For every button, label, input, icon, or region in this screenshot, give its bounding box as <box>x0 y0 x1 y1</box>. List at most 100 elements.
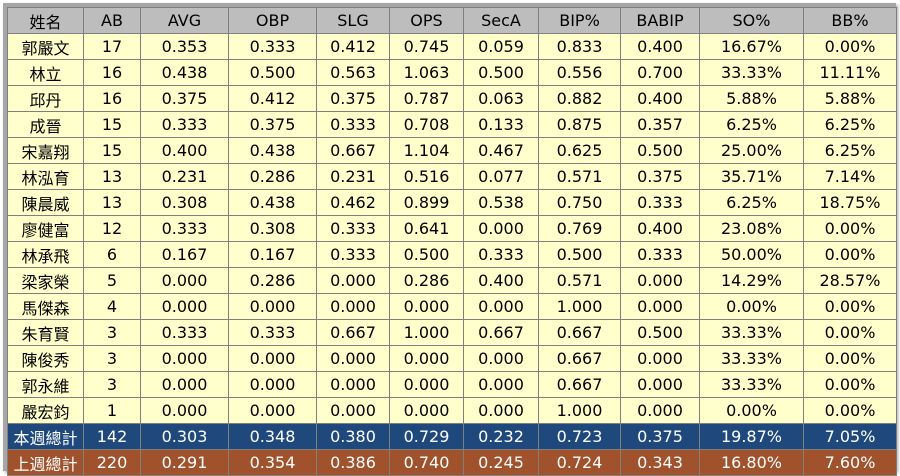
slg-cell: 0.667 <box>316 319 390 346</box>
ab-cell: 3 <box>83 371 141 398</box>
avg-cell: 0.231 <box>140 163 229 190</box>
avg-cell: 0.000 <box>140 267 229 294</box>
so-pct-cell: 5.88% <box>699 85 804 112</box>
slg-cell: 0.380 <box>316 423 390 450</box>
obp-cell: 0.167 <box>228 241 317 268</box>
player-rows: 郭嚴文 17 0.353 0.333 0.412 0.745 0.059 0.833 0.400… <box>7 33 897 424</box>
slg-cell: 0.375 <box>316 85 390 112</box>
slg-cell: 0.333 <box>316 241 390 268</box>
seca-cell: 0.063 <box>463 85 539 112</box>
bip-pct-cell: 0.833 <box>538 33 621 60</box>
obp-cell: 0.412 <box>228 85 317 112</box>
so-pct-cell: 16.67% <box>699 33 804 60</box>
table-row: 邱丹 16 0.375 0.412 0.375 0.787 0.063 0.882 0.400 5… <box>7 85 897 112</box>
ops-cell: 0.708 <box>389 111 464 138</box>
avg-cell: 0.000 <box>140 293 229 320</box>
ops-cell: 0.729 <box>389 423 464 450</box>
header-row: 姓名 AB AVG OBP SLG OPS SecA BIP% BABIP SO… <box>7 7 897 34</box>
obp-cell: 0.333 <box>228 319 317 346</box>
bb-pct-cell: 0.00% <box>803 345 897 372</box>
ops-cell: 1.104 <box>389 137 464 164</box>
avg-cell: 0.000 <box>140 397 229 424</box>
slg-cell: 0.000 <box>316 371 390 398</box>
seca-cell: 0.000 <box>463 397 539 424</box>
player-name: 邱丹 <box>7 85 84 112</box>
table-row: 郭永維 3 0.000 0.000 0.000 0.000 0.000 0.667 0.000 3… <box>7 371 897 398</box>
babip-cell: 0.500 <box>620 137 700 164</box>
ops-cell: 0.000 <box>389 371 464 398</box>
avg-cell: 0.400 <box>140 137 229 164</box>
so-pct-cell: 33.33% <box>699 345 804 372</box>
obp-cell: 0.308 <box>228 215 317 242</box>
table-row: 林立 16 0.438 0.500 0.563 1.063 0.500 0.556 0.700 3… <box>7 59 897 86</box>
table-row: 陳晨威 13 0.308 0.438 0.462 0.899 0.538 0.750 0.333… <box>7 189 897 216</box>
obp-cell: 0.333 <box>228 33 317 60</box>
babip-cell: 0.357 <box>620 111 700 138</box>
so-pct-cell: 6.25% <box>699 189 804 216</box>
avg-cell: 0.000 <box>140 371 229 398</box>
ops-cell: 0.899 <box>389 189 464 216</box>
column-header-slg: SLG <box>316 7 390 34</box>
column-header-ops: OPS <box>389 7 464 34</box>
avg-cell: 0.333 <box>140 215 229 242</box>
slg-cell: 0.000 <box>316 345 390 372</box>
babip-cell: 0.400 <box>620 85 700 112</box>
ab-cell: 4 <box>83 293 141 320</box>
babip-cell: 0.343 <box>620 449 700 476</box>
bb-pct-cell: 7.14% <box>803 163 897 190</box>
seca-cell: 0.059 <box>463 33 539 60</box>
so-pct-cell: 23.08% <box>699 215 804 242</box>
obp-cell: 0.000 <box>228 371 317 398</box>
babip-cell: 0.400 <box>620 33 700 60</box>
slg-cell: 0.333 <box>316 111 390 138</box>
table-row: 馬傑森 4 0.000 0.000 0.000 0.000 0.000 1.000 0.000 0… <box>7 293 897 320</box>
ops-cell: 0.286 <box>389 267 464 294</box>
table-row: 林泓育 13 0.231 0.286 0.231 0.516 0.077 0.571 0.375… <box>7 163 897 190</box>
avg-cell: 0.303 <box>140 423 229 450</box>
ab-cell: 17 <box>83 33 141 60</box>
column-header-bip-pct: BIP% <box>538 7 621 34</box>
so-pct-cell: 0.00% <box>699 293 804 320</box>
bip-pct-cell: 0.875 <box>538 111 621 138</box>
column-header-ab: AB <box>83 7 141 34</box>
player-name: 郭永維 <box>7 371 84 398</box>
ab-cell: 13 <box>83 163 141 190</box>
player-name: 朱育賢 <box>7 319 84 346</box>
bb-pct-cell: 11.11% <box>803 59 897 86</box>
bip-pct-cell: 0.667 <box>538 319 621 346</box>
total-label: 本週總計 <box>7 423 84 450</box>
ops-cell: 0.740 <box>389 449 464 476</box>
player-name: 馬傑森 <box>7 293 84 320</box>
ab-cell: 12 <box>83 215 141 242</box>
bb-pct-cell: 5.88% <box>803 85 897 112</box>
ops-cell: 0.745 <box>389 33 464 60</box>
bip-pct-cell: 0.769 <box>538 215 621 242</box>
babip-cell: 0.375 <box>620 423 700 450</box>
avg-cell: 0.000 <box>140 345 229 372</box>
avg-cell: 0.375 <box>140 85 229 112</box>
bip-pct-cell: 0.750 <box>538 189 621 216</box>
ab-cell: 3 <box>83 345 141 372</box>
bip-pct-cell: 1.000 <box>538 397 621 424</box>
bb-pct-cell: 0.00% <box>803 293 897 320</box>
seca-cell: 0.245 <box>463 449 539 476</box>
ab-cell: 15 <box>83 137 141 164</box>
seca-cell: 0.333 <box>463 241 539 268</box>
slg-cell: 0.386 <box>316 449 390 476</box>
bb-pct-cell: 6.25% <box>803 137 897 164</box>
babip-cell: 0.000 <box>620 345 700 372</box>
seca-cell: 0.538 <box>463 189 539 216</box>
slg-cell: 0.000 <box>316 293 390 320</box>
player-name: 宋嘉翔 <box>7 137 84 164</box>
player-name: 陳俊秀 <box>7 345 84 372</box>
ab-cell: 13 <box>83 189 141 216</box>
table-row: 朱育賢 3 0.333 0.333 0.667 1.000 0.667 0.667 0.500 3… <box>7 319 897 346</box>
babip-cell: 0.333 <box>620 189 700 216</box>
player-name: 梁家榮 <box>7 267 84 294</box>
avg-cell: 0.308 <box>140 189 229 216</box>
obp-cell: 0.348 <box>228 423 317 450</box>
avg-cell: 0.353 <box>140 33 229 60</box>
ops-cell: 1.063 <box>389 59 464 86</box>
obp-cell: 0.286 <box>228 267 317 294</box>
slg-cell: 0.667 <box>316 137 390 164</box>
